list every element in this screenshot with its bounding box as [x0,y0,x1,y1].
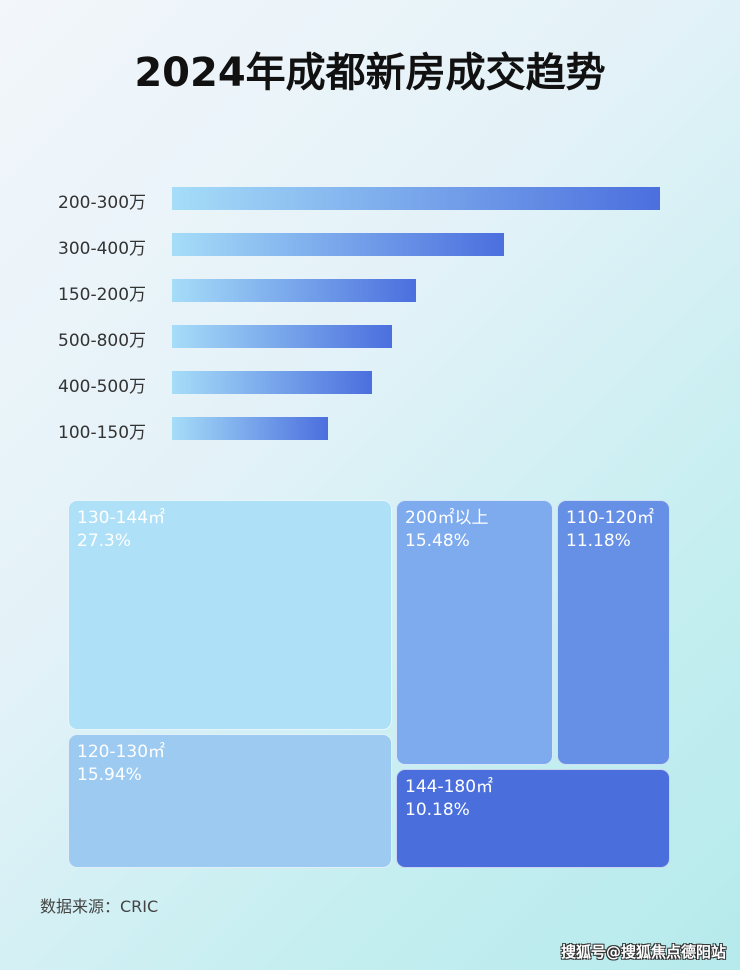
bar [172,371,373,394]
bar [172,187,660,210]
cell-label: 120-130㎡ [77,742,166,762]
chart-title: 2024年成都新房成交趋势 [134,50,606,96]
cell-value: 10.18% [405,800,470,820]
bar-label: 100-150万 [58,423,147,443]
bar [172,279,416,302]
treemap-cell: 144-180㎡ 10.18% [396,769,670,868]
bar [172,325,392,348]
cell-value: 15.48% [405,531,470,551]
treemap-cell: 130-144㎡ 27.3% [68,500,392,730]
cell-label: 130-144㎡ [77,508,166,528]
cell-value: 11.18% [566,531,631,551]
treemap-cell: 120-130㎡ 15.94% [68,734,392,868]
bar-label: 300-400万 [58,239,147,259]
bar-label: 500-800万 [58,331,147,351]
watermark: 搜狐号@搜狐焦点德阳站 [560,943,726,961]
bar [172,417,329,440]
treemap-cell: 200㎡以上 15.48% [396,500,553,765]
treemap-cell: 110-120㎡ 11.18% [557,500,670,765]
bar-label: 150-200万 [58,285,147,305]
cell-label: 200㎡以上 [405,508,489,528]
cell-value: 27.3% [77,531,132,551]
bar-label: 400-500万 [58,377,147,397]
cell-label: 110-120㎡ [566,508,655,528]
cell-value: 15.94% [77,765,142,785]
cell-label: 144-180㎡ [405,777,494,797]
data-source: 数据来源：CRIC [40,897,159,916]
bar [172,233,504,256]
bar-label: 200-300万 [58,193,147,213]
